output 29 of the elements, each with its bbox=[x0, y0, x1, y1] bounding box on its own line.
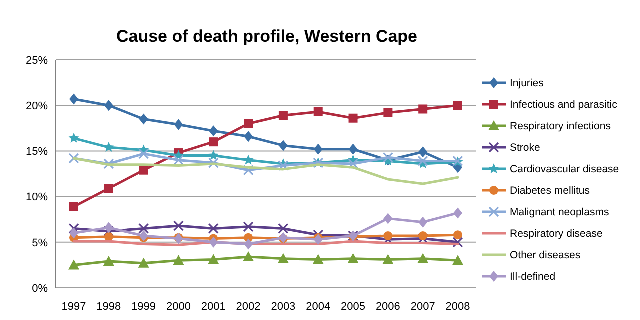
legend-label: Respiratory disease bbox=[510, 228, 603, 240]
x-tick-label: 2001 bbox=[201, 301, 226, 313]
y-tick-label: 20% bbox=[26, 100, 48, 112]
y-tick-label: 0% bbox=[32, 282, 48, 295]
x-tick-label: 2002 bbox=[236, 301, 261, 313]
y-tick-label: 15% bbox=[26, 146, 48, 158]
legend-label: Cardiovascular disease bbox=[510, 164, 620, 176]
y-tick-label: 5% bbox=[32, 237, 48, 250]
legend-label: Respiratory infections bbox=[510, 120, 611, 133]
legend-label: Diabetes mellitus bbox=[510, 185, 590, 198]
x-tick-label: 2005 bbox=[341, 301, 366, 313]
x-tick-label: 2008 bbox=[446, 301, 470, 313]
x-tick-label: 2000 bbox=[166, 301, 191, 313]
x-tick-label: 1998 bbox=[96, 301, 122, 313]
x-tick-label: 2007 bbox=[410, 301, 436, 313]
legend-label: Malignant neoplasms bbox=[510, 206, 610, 219]
legend-label: Infectious and parasitic bbox=[510, 99, 618, 112]
chart-title: Cause of death profile, Western Cape bbox=[116, 27, 418, 46]
y-tick-label: 10% bbox=[26, 192, 48, 204]
legend-label: Stroke bbox=[510, 142, 541, 154]
x-tick-label: 1999 bbox=[132, 301, 156, 313]
y-tick-label: 25% bbox=[26, 54, 48, 67]
x-tick-label: 1997 bbox=[62, 301, 86, 313]
x-tick-label: 2003 bbox=[271, 301, 296, 313]
x-tick-label: 2006 bbox=[376, 301, 400, 313]
legend-label: Injuries bbox=[510, 78, 544, 90]
legend-label: Ill-defined bbox=[510, 271, 556, 284]
x-tick-label: 2004 bbox=[306, 301, 331, 313]
legend-label: Other diseases bbox=[510, 250, 581, 262]
